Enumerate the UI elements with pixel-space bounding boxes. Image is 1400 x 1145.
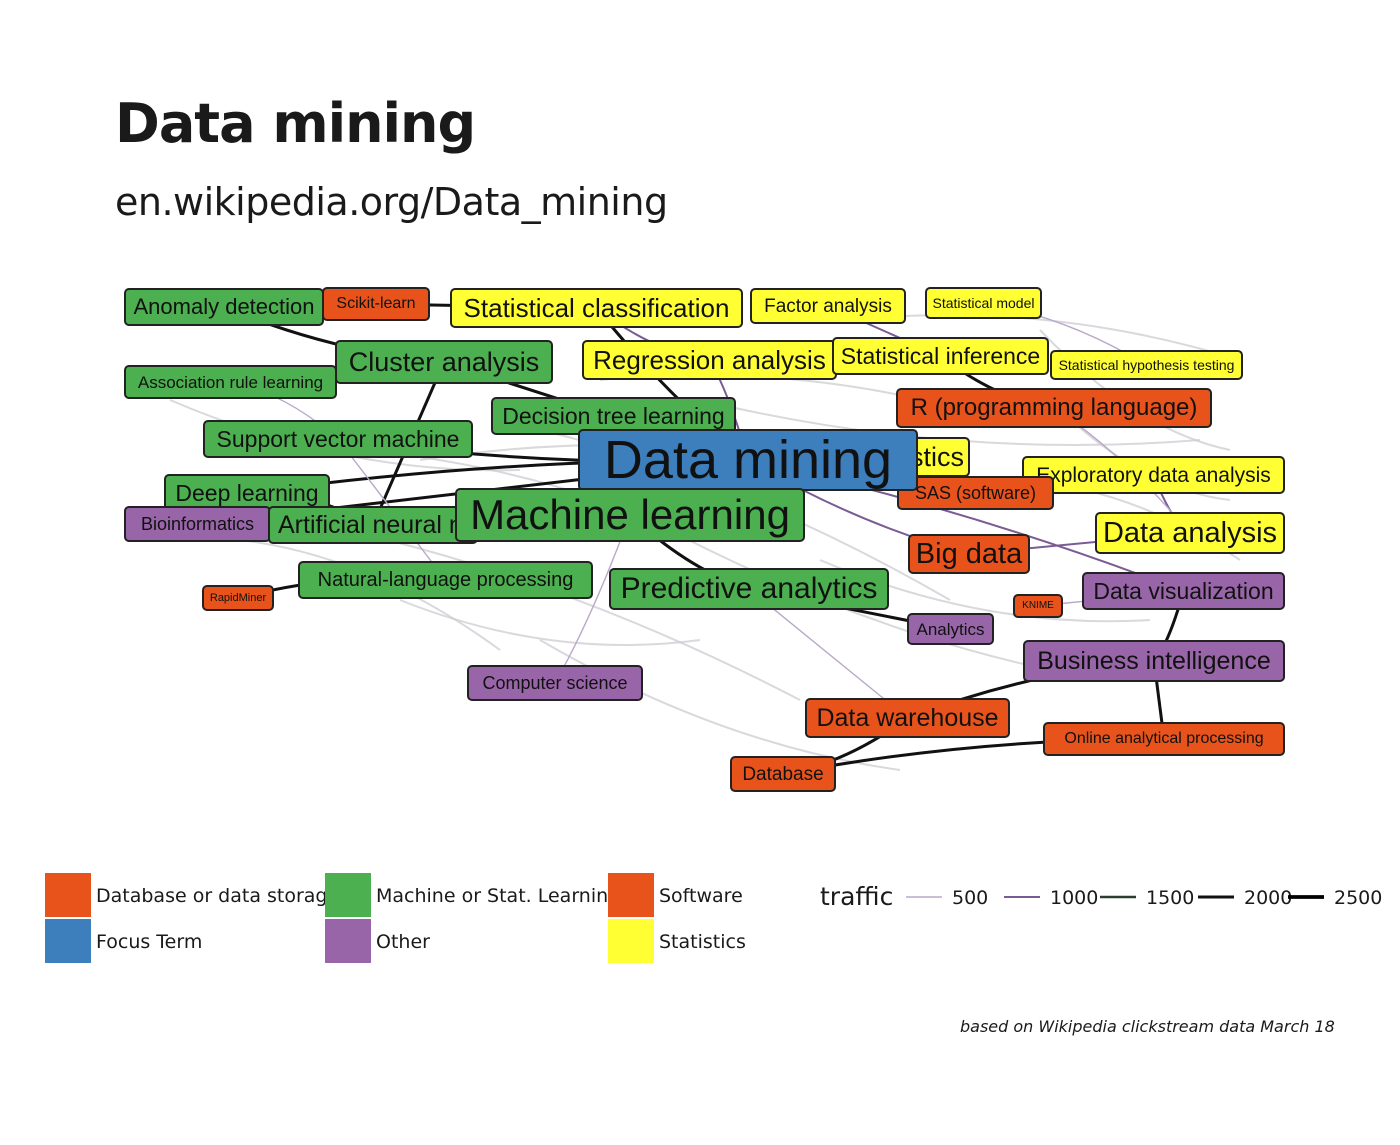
- background-edge: [399, 599, 701, 646]
- traffic-legend-label: 2500: [1334, 887, 1382, 909]
- node-online-analytical-processing: Online analytical processing: [1043, 722, 1285, 756]
- legend-swatch-database-or-data-storage: [45, 873, 91, 917]
- node-data-warehouse: Data warehouse: [805, 698, 1010, 738]
- chart-title: Data mining: [115, 92, 476, 155]
- chart-subtitle: en.wikipedia.org/Data_mining: [115, 180, 668, 224]
- traffic-legend-label: 2000: [1244, 887, 1292, 909]
- legend-swatch-machine-or-stat-learning: [325, 873, 371, 917]
- node-database: Database: [730, 756, 836, 792]
- legend-swatch-other: [325, 919, 371, 963]
- traffic-legend-label: 1500: [1146, 887, 1194, 909]
- node-statistical-hypothesis-testing: Statistical hypothesis testing: [1050, 350, 1243, 380]
- node-support-vector-machine: Support vector machine: [203, 420, 473, 458]
- node-r-programming-language: R (programming language): [896, 388, 1212, 428]
- node-cluster-analysis: Cluster analysis: [335, 340, 553, 384]
- traffic-legend-label: 1000: [1050, 887, 1098, 909]
- legend-swatch-focus-term: [45, 919, 91, 963]
- node-statistical-model: Statistical model: [925, 287, 1042, 319]
- node-sas-software: SAS (software): [897, 476, 1054, 510]
- node-association-rule-learning: Association rule learning: [124, 365, 337, 399]
- legend-label: Machine or Stat. Learning: [376, 885, 621, 907]
- traffic-legend-label: 500: [952, 887, 988, 909]
- node-data-analysis: Data analysis: [1095, 512, 1285, 554]
- legend-swatch-statistics: [608, 919, 654, 963]
- node-computer-science: Computer science: [467, 665, 643, 701]
- legend-swatch-software: [608, 873, 654, 917]
- legend-label: Database or data storage: [96, 885, 340, 907]
- node-scikit-learn: Scikit-learn: [322, 287, 430, 321]
- node-rapidminer: RapidMiner: [202, 585, 274, 611]
- node-natural-language-processing: Natural-language processing: [298, 561, 593, 599]
- node-knime: KNIME: [1013, 594, 1063, 618]
- node-exploratory-data-analysis: Exploratory data analysis: [1022, 456, 1285, 494]
- legend-label: Focus Term: [96, 931, 203, 953]
- legend-label: Other: [376, 931, 430, 953]
- legend-label: Software: [659, 885, 743, 907]
- node-data-visualization: Data visualization: [1082, 572, 1285, 610]
- node-artificial-neural-network: Artificial neural network: [268, 506, 478, 544]
- node-regression-analysis: Regression analysis: [582, 340, 837, 380]
- traffic-legend: 500 1000 1500 2000 2500: [906, 887, 1382, 909]
- node-machine-learning: Machine learning: [455, 488, 805, 542]
- node-bioinformatics: Bioinformatics: [124, 506, 271, 542]
- node-data-mining: Data mining: [578, 429, 918, 491]
- caption: based on Wikipedia clickstream data Marc…: [960, 1017, 1335, 1036]
- node-big-data: Big data: [908, 534, 1030, 574]
- node-analytics: Analytics: [907, 613, 994, 645]
- node-factor-analysis: Factor analysis: [750, 288, 906, 324]
- node-statistical-inference: Statistical inference: [832, 337, 1049, 375]
- node-predictive-analytics: Predictive analytics: [609, 568, 889, 610]
- node-statistical-classification: Statistical classification: [450, 288, 743, 328]
- traffic-legend-title: traffic: [820, 882, 894, 911]
- node-deep-learning: Deep learning: [164, 474, 330, 512]
- node-anomaly-detection: Anomaly detection: [124, 288, 324, 326]
- legend-label: Statistics: [659, 931, 746, 953]
- node-business-intelligence: Business intelligence: [1023, 640, 1285, 682]
